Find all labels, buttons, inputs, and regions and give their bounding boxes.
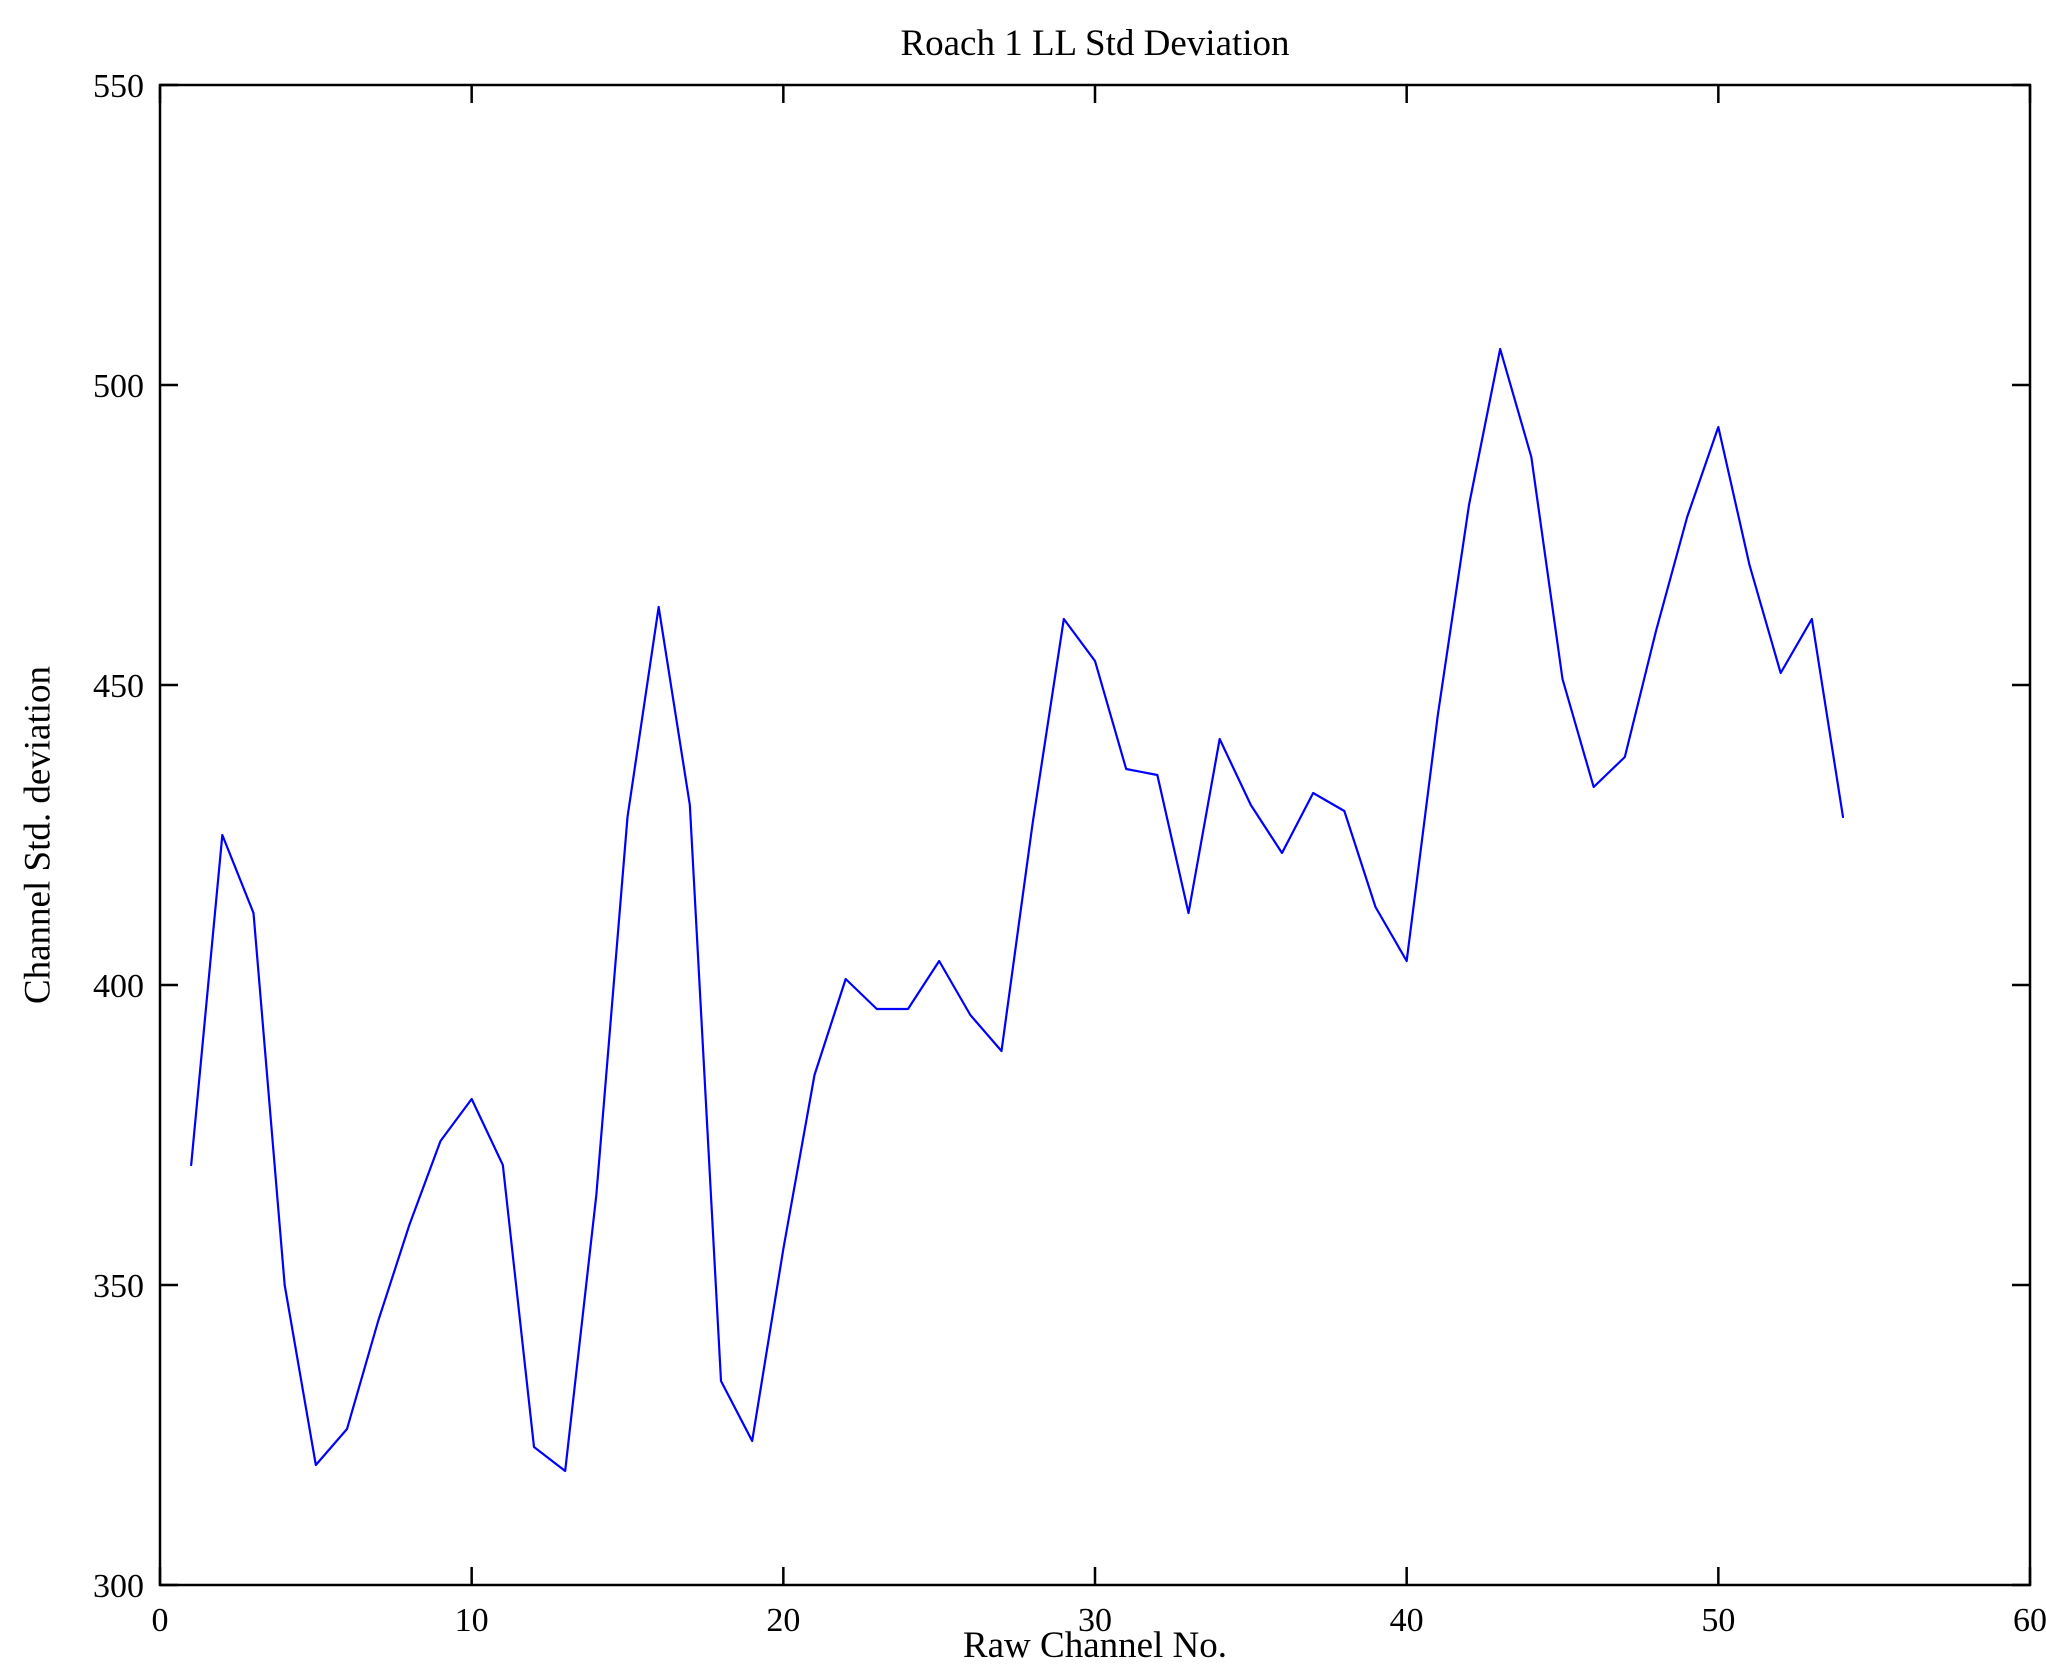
x-tick-label: 0: [152, 1602, 169, 1639]
chart-title: Roach 1 LL Std Deviation: [900, 23, 1290, 64]
x-tick-label: 60: [2013, 1602, 2046, 1639]
y-tick-label: 500: [93, 368, 144, 405]
data-line: [190, 347, 1845, 1473]
x-tick-label: 10: [455, 1602, 489, 1639]
y-tick-label: 300: [93, 1568, 144, 1605]
axes-box: [158, 83, 2032, 1587]
y-tick-label: 350: [93, 1268, 144, 1305]
x-tick-label: 30: [1078, 1602, 1112, 1639]
x-tick-label: 20: [766, 1602, 800, 1639]
x-tick-label: 40: [1390, 1602, 1424, 1639]
x-axis-label: Raw Channel No.: [962, 1625, 1228, 1666]
y-tick-label: 450: [93, 668, 144, 705]
x-tick-label: 50: [1701, 1602, 1735, 1639]
y-tick-label: 550: [93, 68, 144, 105]
y-tick-label: 400: [93, 968, 144, 1005]
